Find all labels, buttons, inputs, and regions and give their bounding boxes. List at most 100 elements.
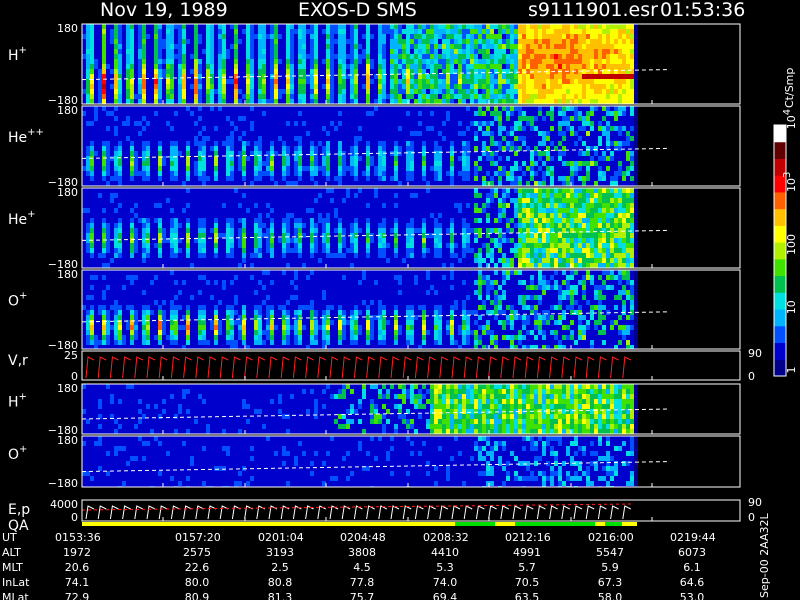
- heat-cell: [590, 79, 594, 84]
- heat-cell: [618, 198, 622, 203]
- heat-cell: [442, 136, 446, 141]
- heat-cell: [406, 424, 410, 429]
- heat-cell: [394, 166, 398, 171]
- heat-cell: [594, 151, 598, 156]
- heat-cell: [570, 131, 574, 136]
- heat-cell: [206, 29, 210, 34]
- heat-cell: [514, 24, 518, 29]
- heat-cell: [134, 203, 138, 208]
- heat-cell: [482, 330, 486, 335]
- heat-cell: [618, 79, 622, 84]
- heat-cell: [274, 59, 278, 64]
- heat-cell: [614, 94, 618, 99]
- heat-cell: [250, 263, 254, 268]
- heat-cell: [338, 248, 342, 253]
- heat-cell: [126, 79, 130, 84]
- heat-cell: [210, 74, 214, 79]
- heat-cell: [310, 94, 314, 99]
- heat-cell: [214, 171, 218, 176]
- heat-cell: [294, 310, 298, 315]
- heat-cell: [550, 89, 554, 94]
- heat-cell: [606, 243, 610, 248]
- heat-cell: [402, 414, 406, 419]
- heat-cell: [198, 290, 202, 295]
- heat-cell: [106, 146, 110, 151]
- heat-cell: [546, 111, 550, 116]
- heat-cell: [562, 54, 566, 59]
- heat-cell: [158, 146, 162, 151]
- heat-cell: [462, 141, 466, 146]
- heat-cell: [186, 166, 190, 171]
- heat-cell: [494, 404, 498, 409]
- heat-cell: [218, 59, 222, 64]
- heat-cell: [118, 69, 122, 74]
- heat-cell: [618, 203, 622, 208]
- heat-cell: [430, 429, 434, 434]
- heat-cell: [194, 141, 198, 146]
- heat-cell: [574, 89, 578, 94]
- heat-cell: [574, 166, 578, 171]
- heat-cell: [450, 181, 454, 186]
- heat-cell: [106, 111, 110, 116]
- heat-cell: [506, 34, 510, 39]
- heat-cell: [170, 248, 174, 253]
- heat-cell: [102, 106, 106, 111]
- heat-cell: [610, 218, 614, 223]
- heat-cell: [466, 89, 470, 94]
- heat-cell: [594, 99, 598, 104]
- heat-cell: [418, 79, 422, 84]
- heat-cell: [634, 320, 638, 325]
- heat-cell: [466, 248, 470, 253]
- heat-cell: [606, 49, 610, 54]
- heat-cell: [606, 233, 610, 238]
- heat-cell: [522, 49, 526, 54]
- heat-cell: [522, 94, 526, 99]
- heat-cell: [566, 335, 570, 340]
- heat-cell: [186, 161, 190, 166]
- heat-cell: [298, 44, 302, 49]
- heat-cell: [226, 136, 230, 141]
- heat-cell: [602, 270, 606, 275]
- heat-cell: [630, 176, 634, 181]
- heat-cell: [406, 156, 410, 161]
- heat-cell: [330, 394, 334, 399]
- heat-cell: [406, 49, 410, 54]
- heat-cell: [418, 49, 422, 54]
- heat-cell: [510, 238, 514, 243]
- heat-cell: [338, 176, 342, 181]
- heat-cell: [230, 243, 234, 248]
- heat-cell: [102, 315, 106, 320]
- heat-cell: [554, 218, 558, 223]
- heat-cell: [482, 34, 486, 39]
- heat-cell: [130, 310, 134, 315]
- heat-cell: [450, 335, 454, 340]
- heat-cell: [298, 238, 302, 243]
- heat-cell: [262, 29, 266, 34]
- heat-cell: [318, 325, 322, 330]
- heat-cell: [322, 151, 326, 156]
- heat-cell: [594, 305, 598, 310]
- heat-cell: [438, 409, 442, 414]
- heat-cell: [274, 49, 278, 54]
- heat-cell: [310, 330, 314, 335]
- heat-cell: [578, 248, 582, 253]
- heat-cell: [146, 228, 150, 233]
- heat-cell: [314, 404, 318, 409]
- heat-cell: [602, 29, 606, 34]
- heat-cell: [562, 116, 566, 121]
- heat-cell: [462, 146, 466, 151]
- heat-cell: [514, 146, 518, 151]
- heat-cell: [410, 131, 414, 136]
- heat-cell: [422, 64, 426, 69]
- heat-cell: [462, 335, 466, 340]
- heat-cell: [446, 39, 450, 44]
- heat-cell: [570, 290, 574, 295]
- heat-cell: [410, 29, 414, 34]
- heat-cell: [398, 29, 402, 34]
- heat-cell: [342, 161, 346, 166]
- heat-cell: [442, 29, 446, 34]
- heat-cell: [134, 238, 138, 243]
- heat-cell: [610, 94, 614, 99]
- heat-cell: [250, 69, 254, 74]
- heat-cell: [414, 429, 418, 434]
